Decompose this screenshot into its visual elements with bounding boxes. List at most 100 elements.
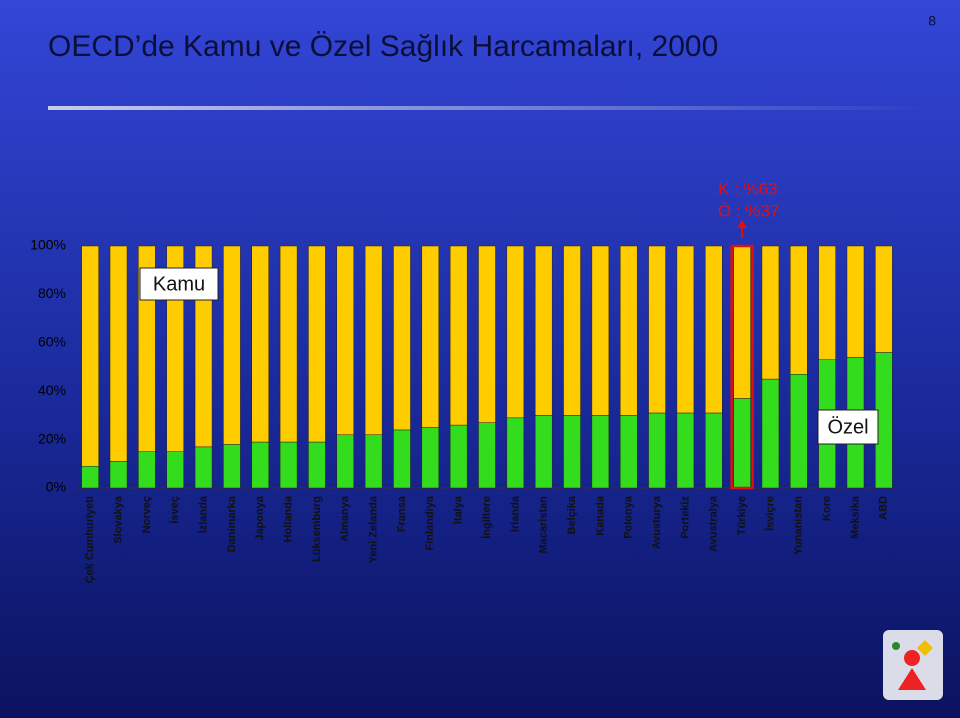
x-tick-label: Meksika: [849, 495, 861, 539]
legend-box: [139, 267, 219, 301]
bar-segment: [790, 245, 808, 375]
bar-segment: [846, 245, 865, 358]
bar-segment: [705, 412, 723, 489]
highlight-outline: [730, 244, 754, 490]
bar-segment: [761, 245, 780, 380]
bar-segment: [563, 415, 581, 489]
bar-segment: [733, 245, 751, 399]
bar-segment: [619, 415, 638, 489]
bar-segment: [223, 245, 241, 445]
x-tick-label: İsviçre: [763, 496, 776, 531]
bar-segment: [733, 398, 751, 489]
bar-segment: [393, 245, 411, 431]
bar-segment: [421, 245, 440, 428]
bar-segment: [279, 245, 298, 443]
bar-segment: [336, 434, 355, 489]
legend-label: Özel: [827, 416, 868, 438]
x-tick-label: Çek Cumhuriyeti: [84, 496, 96, 583]
legend-label: Kamu: [153, 273, 205, 295]
x-tick-label: Avusturya: [651, 495, 663, 549]
x-tick-label: Hollanda: [282, 495, 294, 542]
x-tick-label: Macaristan: [538, 496, 550, 554]
bar-segment: [563, 245, 581, 416]
bar-segment: [648, 412, 666, 489]
y-tick-label: 80%: [38, 285, 66, 301]
bar-segment: [818, 245, 836, 360]
bar-segment: [251, 245, 269, 443]
x-tick-label: Fransa: [396, 495, 408, 532]
bar-segment: [364, 434, 383, 489]
x-tick-label: Kore: [821, 496, 833, 521]
title-rule: [48, 106, 928, 110]
x-tick-label: Belçika: [566, 495, 578, 534]
bar-segment: [676, 412, 695, 489]
bar-segment: [676, 245, 695, 414]
bar-segment: [279, 441, 298, 489]
y-tick-label: 20%: [38, 430, 66, 446]
bar-segment: [109, 461, 128, 489]
bar-segment: [534, 245, 553, 416]
x-tick-label: ABD: [878, 496, 890, 520]
bar-segment: [393, 429, 411, 489]
bar-segment: [534, 415, 553, 489]
x-tick-label: Polonya: [623, 495, 635, 539]
x-tick-label: İngiltere: [480, 496, 493, 539]
annotation-arrowhead: [737, 220, 748, 228]
y-tick-label: 100%: [30, 237, 66, 253]
x-tick-label: İrlanda: [508, 495, 521, 532]
page-number: 8: [928, 13, 936, 29]
bar-segment: [506, 245, 525, 419]
bar-segment: [166, 451, 184, 489]
bar-segment: [648, 245, 666, 414]
bar-segment: [790, 374, 808, 489]
bar-segment: [478, 245, 496, 423]
x-tick-label: Japonya: [254, 495, 266, 541]
bar-segment: [109, 245, 128, 462]
y-tick-label: 0%: [46, 479, 66, 495]
x-tick-label: İsveç: [168, 496, 181, 524]
x-tick-label: Avustralya: [708, 495, 720, 552]
legend-box: [817, 409, 879, 445]
x-tick-label: Yeni Zelanda: [368, 495, 380, 563]
x-tick-label: İtalya: [452, 495, 465, 524]
x-tick-label: Finlandiya: [424, 495, 436, 550]
bar-segment: [336, 245, 355, 436]
bar-segment: [506, 417, 525, 489]
y-tick-label: 60%: [38, 334, 66, 350]
x-tick-label: Slovakya: [112, 495, 124, 544]
x-tick-label: Danimarka: [226, 495, 238, 552]
bar-segment: [308, 441, 326, 489]
x-tick-label: Kanada: [594, 495, 606, 536]
bar-segment: [308, 245, 326, 443]
bar-segment: [81, 465, 99, 489]
x-tick-label: Almanya: [339, 495, 351, 542]
bar-segment: [223, 444, 241, 489]
slide-title: OECD’de Kamu ve Özel Sağlık Harcamaları,…: [48, 30, 718, 63]
x-tick-label: Lüksemburg: [311, 496, 323, 562]
bar-segment: [591, 245, 610, 416]
annotation: K : %63: [718, 179, 778, 198]
bar-segment: [449, 424, 468, 489]
bar-segment: [478, 422, 496, 489]
bar-segment: [875, 245, 893, 353]
bar-segment: [421, 427, 440, 489]
annotation: Ö : %37: [718, 201, 779, 220]
bar-segment: [761, 378, 780, 489]
logo: [883, 630, 943, 700]
bar-segment: [449, 245, 468, 426]
x-tick-label: Norveç: [141, 496, 153, 533]
x-tick-label: Portekiz: [679, 496, 691, 539]
bar-segment: [705, 245, 723, 414]
bar-segment: [81, 245, 99, 467]
bar-segment: [194, 446, 213, 489]
x-tick-label: İzlanda: [196, 495, 209, 533]
bar-segment: [364, 245, 383, 436]
bar-segment: [251, 441, 269, 489]
y-tick-label: 40%: [38, 382, 66, 398]
x-tick-label: Yunanistan: [793, 496, 805, 555]
bar-segment: [591, 415, 610, 489]
bar-segment: [619, 245, 638, 416]
bar-segment: [138, 451, 156, 489]
